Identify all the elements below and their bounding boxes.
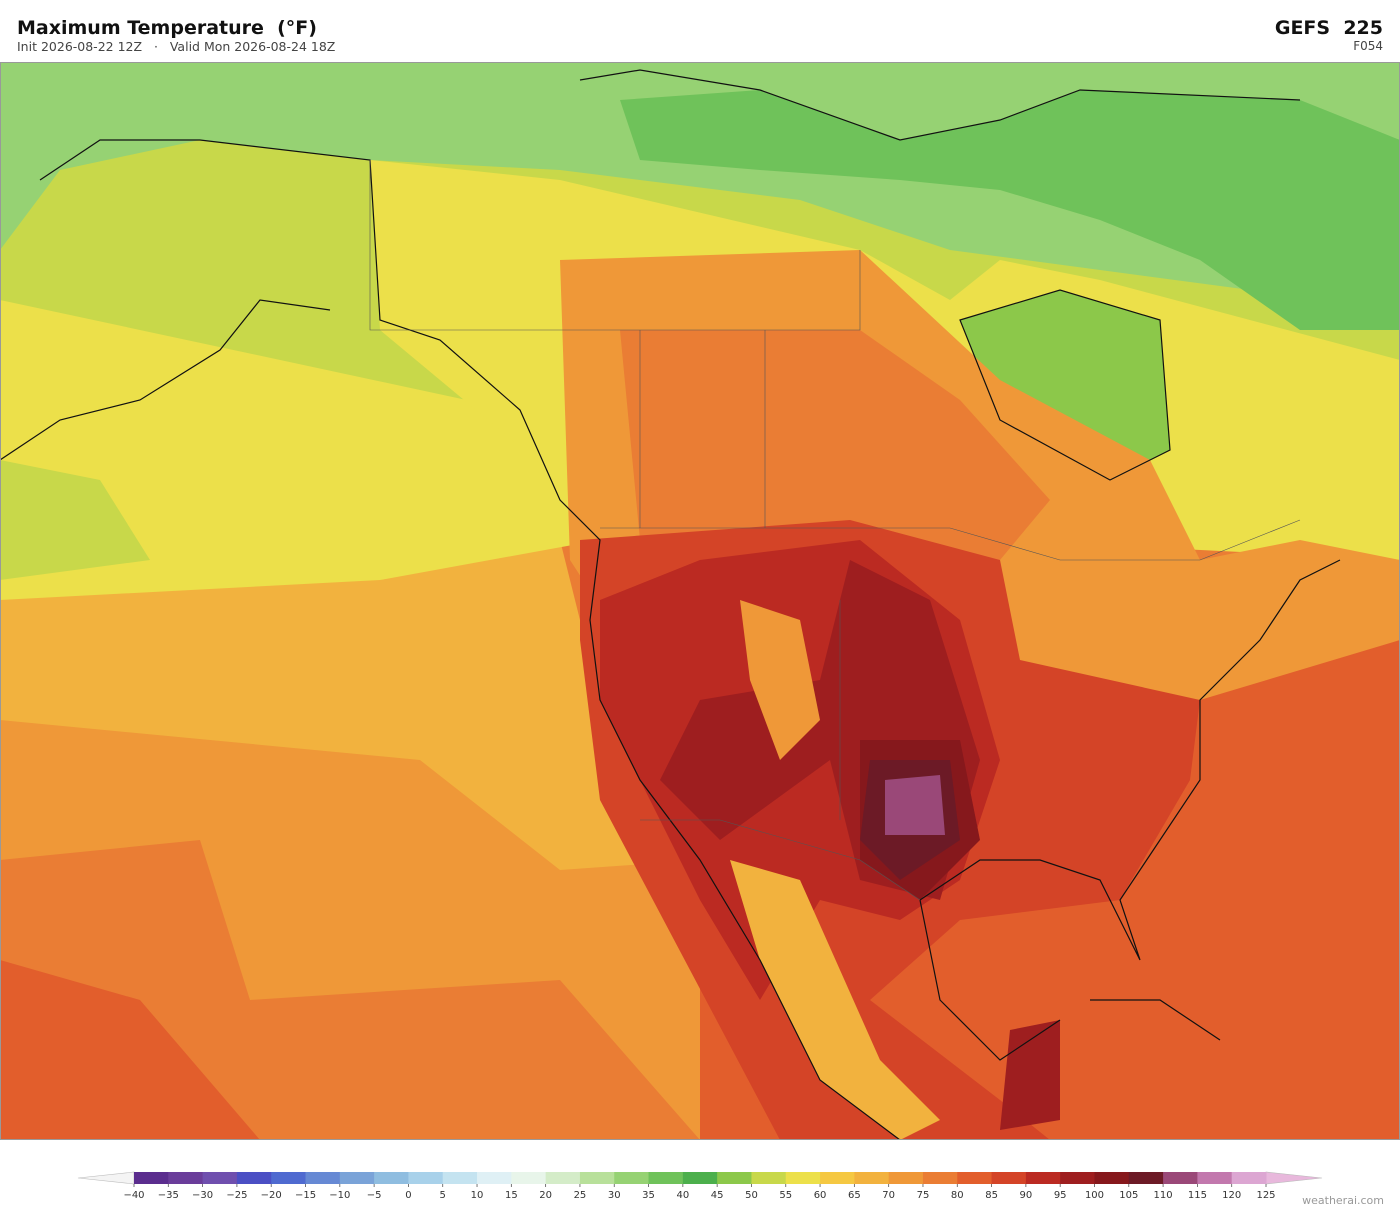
colorbar-bin bbox=[751, 1172, 787, 1184]
colorbar-tick-label: 100 bbox=[1085, 1190, 1104, 1201]
subtitle: Init 2026-08-22 12Z · Valid Mon 2026-08-… bbox=[17, 39, 335, 54]
colorbar-tick-label: 90 bbox=[1020, 1190, 1033, 1201]
colorbar-tick-label: 50 bbox=[745, 1190, 758, 1201]
colorbar-over bbox=[1265, 1171, 1323, 1185]
colorbar-tick-label: −5 bbox=[367, 1190, 382, 1201]
colorbar-tick-label: −15 bbox=[295, 1190, 316, 1201]
colorbar-bin bbox=[1197, 1172, 1233, 1184]
colorbar-bin bbox=[305, 1172, 341, 1184]
colorbar-bin bbox=[922, 1172, 958, 1184]
colorbar-tick-label: 20 bbox=[539, 1190, 552, 1201]
colorbar-bin bbox=[545, 1172, 581, 1184]
colorbar-tick-label: 15 bbox=[505, 1190, 518, 1201]
colorbar-tick-label: 65 bbox=[848, 1190, 861, 1201]
field-hudson bbox=[960, 290, 1170, 480]
colorbar: −40 −35 −30 −25 −20 −15 −10 −5 0 5 10 15 20 25 30 35 40 4… bbox=[77, 1171, 1323, 1201]
colorbar-bin bbox=[374, 1172, 409, 1184]
coastlines bbox=[0, 69, 1341, 1140]
colorbar-tick-label: 40 bbox=[676, 1190, 689, 1201]
colorbar-bin bbox=[785, 1172, 821, 1184]
colorbar-bin bbox=[820, 1172, 855, 1184]
colorbar-bin bbox=[888, 1172, 924, 1184]
colorbar-tick-label: 55 bbox=[779, 1190, 792, 1201]
colorbar-bin bbox=[1163, 1172, 1198, 1184]
colorbar-bin bbox=[1094, 1172, 1130, 1184]
colorbar-bin bbox=[271, 1172, 307, 1184]
colorbar-bin bbox=[511, 1172, 547, 1184]
colorbar-tick-label: 35 bbox=[642, 1190, 655, 1201]
colorbar-bin bbox=[854, 1172, 890, 1184]
colorbar-bin bbox=[682, 1172, 718, 1184]
colorbar-bin bbox=[1060, 1172, 1095, 1184]
colorbar-tick-label: −20 bbox=[261, 1190, 282, 1201]
colorbar-tick-label: 45 bbox=[711, 1190, 724, 1201]
colorbar-tick-label: 30 bbox=[608, 1190, 621, 1201]
colorbar-tick-label: 70 bbox=[882, 1190, 895, 1201]
colorbar-bin bbox=[717, 1172, 752, 1184]
colorbar-tick-label: 0 bbox=[405, 1190, 411, 1201]
colorbar-tick-label: 105 bbox=[1119, 1190, 1138, 1201]
colorbar-bin bbox=[648, 1172, 684, 1184]
field-mexico-plateau bbox=[730, 860, 940, 1140]
colorbar-bin bbox=[579, 1172, 615, 1184]
borders bbox=[369, 160, 1301, 901]
colorbar-tick-label: 80 bbox=[951, 1190, 964, 1201]
colorbar-tick-label: 95 bbox=[1054, 1190, 1067, 1201]
colorbar-bin bbox=[614, 1172, 650, 1184]
colorbar-tick-label: 120 bbox=[1222, 1190, 1241, 1201]
colorbar-tick-label: 5 bbox=[440, 1190, 446, 1201]
colorbar-bin bbox=[991, 1172, 1027, 1184]
colorbar-bin bbox=[202, 1172, 238, 1184]
colorbar-tick-label: 75 bbox=[917, 1190, 930, 1201]
colorbar-tick-label: 60 bbox=[814, 1190, 827, 1201]
field-110 bbox=[885, 775, 945, 835]
colorbar-tick-label: 125 bbox=[1256, 1190, 1275, 1201]
colorbar-bin bbox=[1025, 1172, 1061, 1184]
colorbar-bin bbox=[408, 1172, 444, 1184]
credit: weatherai.com bbox=[1302, 1194, 1384, 1207]
field-prairies bbox=[620, 330, 1050, 560]
field-islands bbox=[620, 90, 1400, 330]
colorbar-tick-label: 25 bbox=[574, 1190, 587, 1201]
colorbar-tick-label: −30 bbox=[192, 1190, 213, 1201]
colorbar-bin bbox=[477, 1172, 512, 1184]
colorbar-tick-label: −40 bbox=[123, 1190, 144, 1201]
field-80 bbox=[0, 960, 260, 1140]
colorbar-bin bbox=[168, 1172, 204, 1184]
colorbar-tick-label: 110 bbox=[1154, 1190, 1173, 1201]
map bbox=[0, 62, 1400, 1140]
colorbar-tick-label: −25 bbox=[226, 1190, 247, 1201]
field-rockies bbox=[740, 600, 820, 760]
colorbar-tick-label: −35 bbox=[158, 1190, 179, 1201]
colorbar-tick-label: −10 bbox=[329, 1190, 350, 1201]
colorbar-bin bbox=[442, 1172, 478, 1184]
colorbar-bin bbox=[1231, 1172, 1267, 1184]
forecast-hour: F054 bbox=[1353, 39, 1383, 53]
model-label: GEFS 225 bbox=[1275, 17, 1383, 39]
field-50 bbox=[0, 460, 150, 580]
title: Maximum Temperature (°F) bbox=[17, 17, 317, 39]
colorbar-bin bbox=[339, 1172, 375, 1184]
colorbar-tick-label: 115 bbox=[1188, 1190, 1207, 1201]
colorbar-bin bbox=[1128, 1172, 1164, 1184]
colorbar-under bbox=[77, 1171, 135, 1185]
field-65 bbox=[0, 540, 700, 870]
colorbar-bin bbox=[134, 1172, 169, 1184]
field-yucatan bbox=[1000, 1020, 1060, 1130]
colorbar-bin bbox=[236, 1172, 272, 1184]
colorbar-tick-label: 85 bbox=[985, 1190, 998, 1201]
colorbar-tick-label: 10 bbox=[471, 1190, 484, 1201]
colorbar-bin bbox=[957, 1172, 993, 1184]
